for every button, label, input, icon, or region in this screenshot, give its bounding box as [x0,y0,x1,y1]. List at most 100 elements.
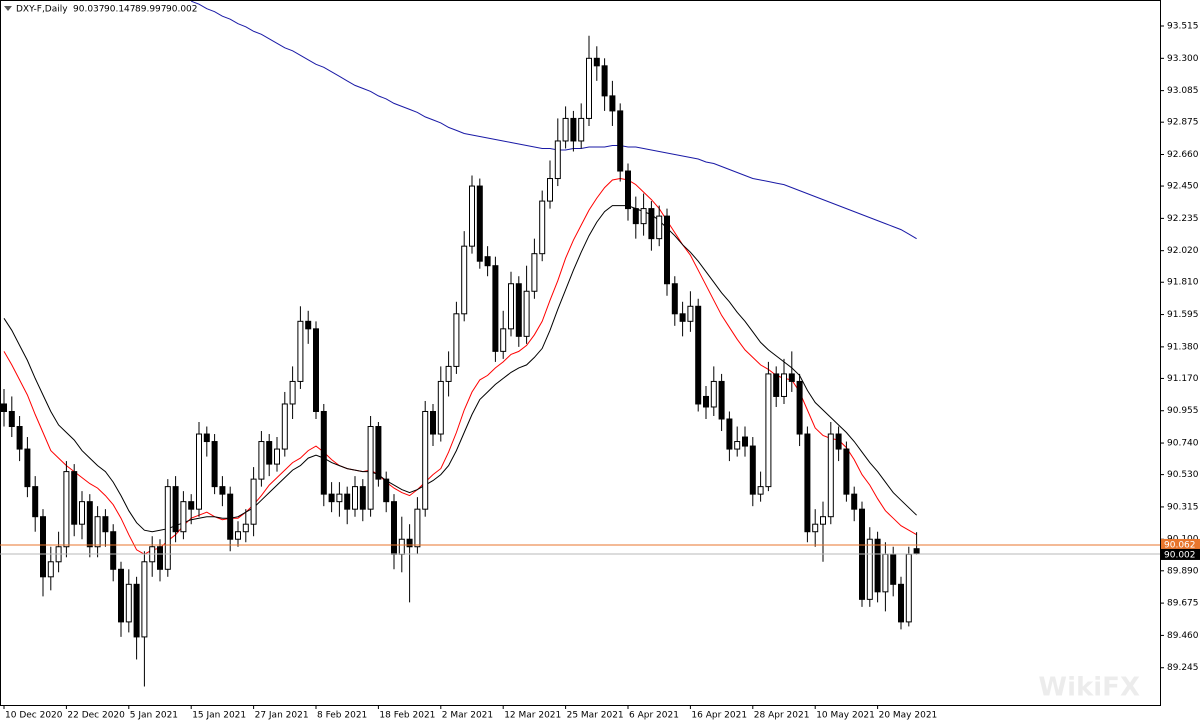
y-tick-label: 89.890 [1167,566,1199,576]
x-tick-label: 6 Apr 2021 [629,711,679,721]
candle-body [773,373,780,397]
ma-line [3,205,917,533]
candle-body [157,546,163,570]
y-tick-label: 90.955 [1167,406,1199,416]
candle-body [63,471,70,548]
candle-body [125,583,132,623]
candle-body [352,486,358,510]
candle-body [414,508,421,548]
candle-body [266,441,273,465]
candle-body [679,313,686,322]
candle-body [484,256,491,267]
candle-body [172,486,179,533]
candle-body [344,493,351,510]
header-high: 90.147 [104,5,136,15]
candle-body [742,436,748,447]
candle-body [391,501,397,555]
candle-body [827,433,834,518]
candle-body [734,441,741,450]
candle-body [820,516,826,525]
candle-body [913,548,920,555]
candle-body [422,410,429,510]
candle-body [554,140,561,180]
candle-body [500,328,507,352]
candle-body [305,320,312,330]
candle-body [203,433,210,443]
candle-body [118,568,124,623]
candle-body [765,373,772,488]
candle-body [16,426,23,450]
candle-body [905,553,912,623]
candle-body [461,245,468,315]
x-tick-label: 10 Dec 2020 [5,711,63,721]
candle-body [866,538,873,600]
ma-line [3,177,917,555]
x-tick-label: 2 Mar 2021 [442,711,493,721]
y-tick-label: 93.515 [1167,21,1199,31]
candle-body [40,516,46,578]
x-tick-label: 22 Dec 2020 [67,711,125,721]
candle-body [188,501,195,510]
candle-body [515,283,522,337]
candle-body [328,493,335,503]
y-tick-label: 89.675 [1167,599,1199,609]
candle-body [781,373,787,397]
candle-body [367,426,374,510]
y-tick-label: 91.810 [1167,278,1199,288]
x-tick-label: 27 Jan 2021 [255,711,309,721]
ask-label: 90.062 [1164,540,1196,550]
y-tick-label: 89.245 [1167,663,1199,673]
candle-body [24,448,31,488]
candle-body [297,320,304,382]
candle-body [812,523,819,533]
candle-body [671,283,678,315]
candle-body [1,403,7,412]
y-tick-label: 92.660 [1167,150,1199,160]
candle-body [141,561,148,638]
watermark: WikiFX [1038,673,1140,703]
y-tick-label: 92.450 [1167,182,1199,192]
candle-body [430,410,436,435]
ma-line [191,0,917,240]
x-tick-label: 5 Jan 2021 [130,711,178,721]
y-tick-label: 90.740 [1167,439,1199,449]
candle-body [843,448,850,495]
bid-label: 90.002 [1164,550,1196,560]
candle-body [359,486,366,510]
candle-body [102,516,109,533]
candle-body [617,110,624,172]
candle-body [453,313,460,367]
candle-body [164,486,171,570]
candle-body [788,373,795,382]
candle-body [235,531,241,540]
candle-body [593,57,600,67]
header-open: 90.037 [73,5,105,15]
candle-body [398,538,405,555]
x-tick-label: 28 Apr 2021 [754,711,810,721]
candle-body [578,117,585,142]
candle-body [648,208,655,240]
candle-body [86,501,93,548]
candle-body [250,478,257,525]
candle-body [71,471,78,525]
candle-body [703,395,709,408]
candle-body [281,403,288,450]
candle-body [539,200,546,255]
y-tick-label: 89.460 [1167,631,1199,641]
candle-body [258,441,265,480]
candle-body [656,215,663,240]
candle-body [609,95,616,112]
header-low: 89.997 [135,5,167,15]
candle-body [749,445,756,495]
candle-body [508,283,514,330]
candle-body [601,65,608,97]
plot-frame [0,0,1161,706]
candle-body [898,583,904,623]
candle-body [180,501,187,533]
candle-body [110,531,117,570]
candle-body [8,410,15,428]
candle-body [320,410,327,495]
candle-body [437,380,444,435]
candle-body [890,553,897,585]
candle-body [383,478,390,503]
